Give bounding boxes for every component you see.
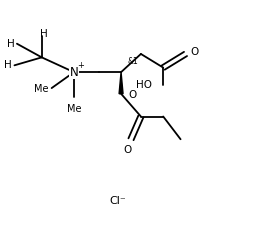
Text: HO: HO <box>136 80 152 90</box>
Text: H: H <box>4 60 11 70</box>
Text: N: N <box>70 66 78 79</box>
Text: O: O <box>129 90 137 100</box>
Text: Me: Me <box>34 84 49 94</box>
Text: H: H <box>40 29 48 39</box>
Text: +: + <box>77 61 84 70</box>
Text: O: O <box>123 145 131 155</box>
Polygon shape <box>119 72 123 94</box>
Text: Cl⁻: Cl⁻ <box>109 196 126 206</box>
Text: Me: Me <box>67 103 81 113</box>
Text: &1: &1 <box>127 57 138 66</box>
Text: H: H <box>7 39 15 49</box>
Text: O: O <box>190 47 199 57</box>
